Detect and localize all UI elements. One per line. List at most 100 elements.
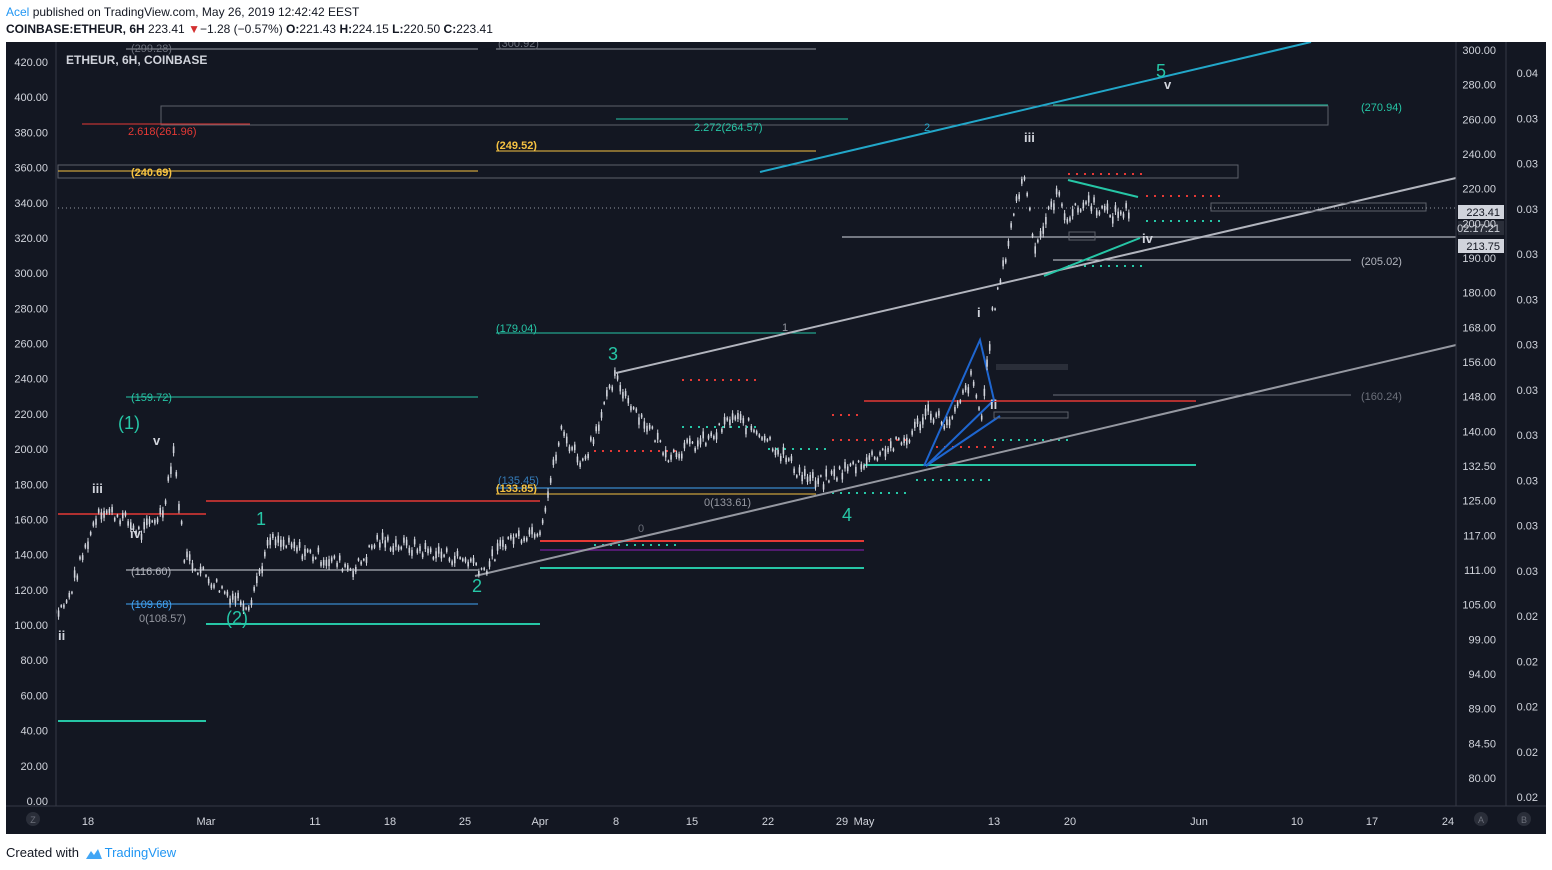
fib-label: (240.69) (131, 167, 172, 179)
right-axis-tick: 132.50 (1462, 461, 1496, 473)
right-axis-tick: 94.00 (1468, 669, 1496, 681)
candle-body (293, 541, 296, 549)
right-axis-tick: 240.00 (1462, 149, 1496, 161)
candle-body (148, 518, 151, 525)
candle-body (592, 439, 595, 444)
small-box (1068, 231, 1096, 241)
candle-body (266, 540, 269, 546)
candle-body (309, 550, 312, 553)
wave-label: (1) (118, 413, 140, 433)
fib-label: (159.72) (131, 392, 172, 404)
candle-body (486, 570, 488, 575)
time-axis-tick: 10 (1291, 816, 1303, 828)
candle-body (205, 574, 207, 577)
candle-body (435, 551, 437, 559)
candle-body (624, 391, 627, 397)
candle-body (806, 476, 809, 483)
candle-body (906, 437, 908, 445)
candle-body (782, 447, 785, 455)
time-axis[interactable]: Z A B 18 Mar 11 18 25 Apr 8 15 22 29 May 13 20 Jun 10 1… (6, 805, 1546, 834)
author-link[interactable]: Acel (6, 5, 30, 19)
candle-body (640, 414, 643, 418)
candle-body (683, 442, 686, 449)
candle-body (777, 449, 779, 455)
candle-body (504, 545, 507, 550)
candle-body (376, 535, 378, 540)
candle-body (608, 385, 611, 389)
candle-body (188, 554, 191, 562)
candle-body (453, 555, 456, 564)
candle-body (135, 531, 137, 534)
candle-body (427, 548, 429, 554)
chart-canvas[interactable]: ETHEUR, 6H, COINBASE (299.28) (300.92) 2… (6, 38, 1546, 834)
right-axis-tick: 111.00 (1464, 565, 1496, 577)
candle-body (413, 539, 416, 545)
candle-body (130, 522, 132, 529)
candle-body (544, 507, 547, 512)
wave-label: ii (990, 397, 997, 412)
lower-trendline (474, 344, 1457, 577)
left-price-axis[interactable]: 420.00 400.00 380.00 360.00 340.00 320.00 300.… (6, 42, 57, 808)
label-layer: ETHEUR, 6H, COINBASE (299.28) (300.92) 2… (58, 38, 1402, 643)
chart-svg[interactable]: ETHEUR, 6H, COINBASE (299.28) (300.92) 2… (6, 38, 1546, 834)
time-axis-tick: 22 (762, 816, 774, 828)
candle-body (261, 566, 263, 574)
candle-body (170, 466, 172, 474)
candle-body (178, 504, 180, 511)
candle-body (1007, 240, 1010, 247)
candle-body (317, 547, 320, 553)
down-arrow-icon: ▼ (188, 22, 200, 36)
candle-body (938, 410, 940, 416)
candle-body (616, 375, 619, 380)
candle-body (320, 561, 322, 566)
candle-body (480, 568, 483, 570)
candle-body (472, 557, 475, 564)
candle-body (897, 438, 900, 440)
time-axis-tick: 24 (1442, 816, 1454, 828)
candle-body (622, 392, 624, 399)
time-axis-tick: Jun (1190, 816, 1208, 828)
candle-body (333, 555, 336, 559)
candle-body (611, 386, 614, 391)
candle-body (734, 416, 737, 420)
candle-body (419, 546, 421, 552)
candle-body (646, 425, 648, 432)
zoom-icon[interactable] (26, 812, 40, 826)
candle-body (365, 556, 368, 563)
candle-body (881, 448, 884, 451)
candle-body (175, 472, 178, 477)
left-axis-tick: 200.00 (14, 444, 48, 456)
candle-body (1053, 203, 1055, 211)
wave-label: 5 (1156, 61, 1166, 81)
right-price-axis[interactable]: 223.41 02:17:21 213.75 300.00 280.00 260.0… (1455, 42, 1546, 806)
candle-body (253, 587, 255, 591)
wave-label: iii (92, 481, 103, 496)
upper-trendline (615, 177, 1457, 374)
candle-body (304, 548, 306, 557)
candle-body (705, 443, 707, 446)
candle-body (1004, 259, 1007, 263)
candle-body (395, 539, 397, 547)
auto-scale-icon[interactable] (1474, 812, 1488, 826)
left-axis-tick: 100.00 (14, 620, 48, 632)
candle-body (895, 437, 897, 440)
low-value: 220.50 (403, 22, 441, 36)
back-icon[interactable] (1517, 812, 1531, 826)
candle-body (619, 385, 622, 392)
tradingview-link[interactable]: TradingView (83, 845, 176, 860)
candle-body (978, 407, 980, 410)
symbol-label: COINBASE:ETHEUR, 6H (6, 22, 145, 36)
candle-body (672, 449, 675, 452)
last-price-tag (1458, 205, 1504, 219)
right-axis-tick: 105.00 (1462, 600, 1496, 612)
candle-body (742, 418, 745, 424)
candle-body (999, 279, 1002, 284)
candle-body (726, 417, 729, 421)
candle-body (691, 441, 694, 444)
wave-label: 3 (608, 344, 618, 364)
candle-body (119, 520, 121, 525)
candle-body (92, 522, 95, 526)
candle-body (809, 474, 811, 481)
candle-body (387, 536, 389, 541)
candle-body (779, 455, 782, 462)
